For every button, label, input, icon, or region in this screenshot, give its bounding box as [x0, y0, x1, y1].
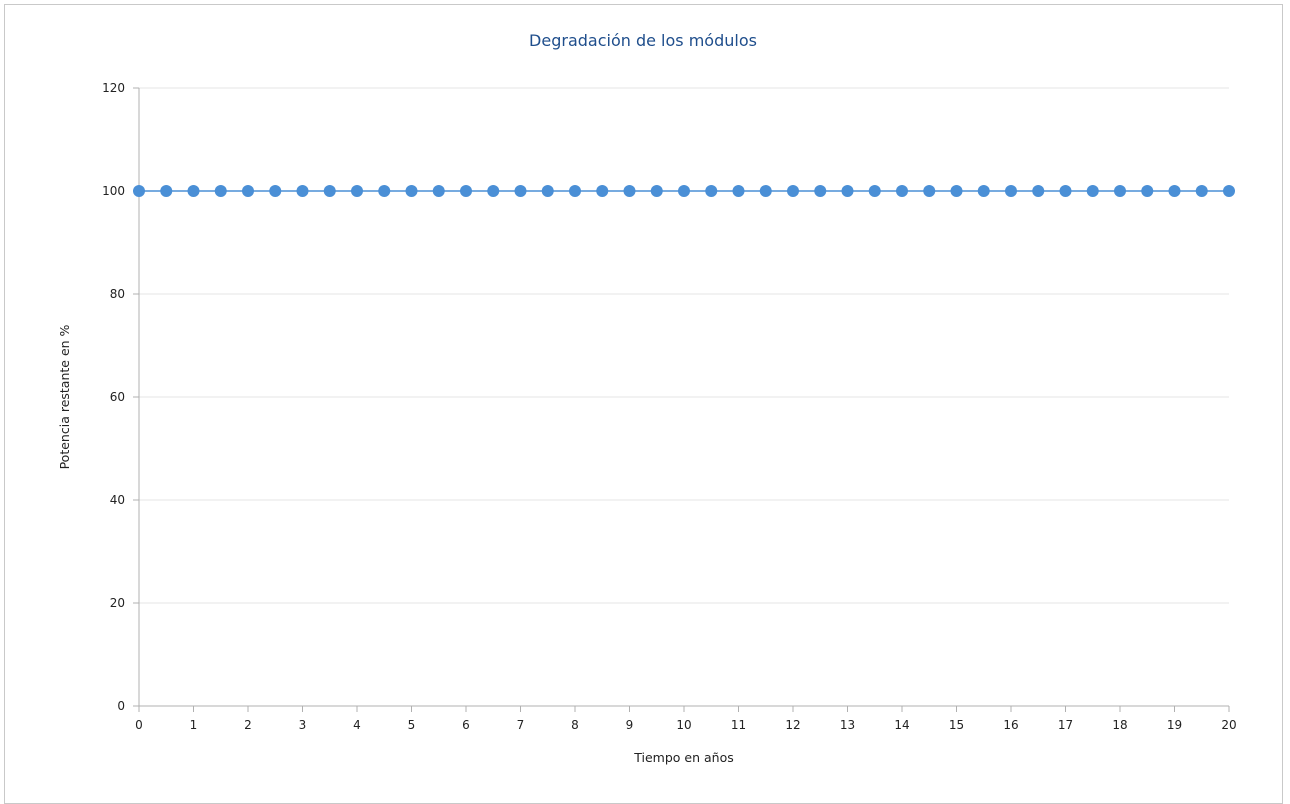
x-tick-label: 0	[135, 718, 143, 732]
data-point	[432, 185, 445, 197]
data-point	[514, 185, 527, 197]
data-point	[541, 185, 554, 197]
data-point	[814, 185, 827, 197]
x-tick-label: 18	[1112, 718, 1127, 732]
x-tick-label: 17	[1058, 718, 1073, 732]
data-point	[1032, 185, 1045, 197]
data-point	[460, 185, 472, 197]
x-tick-label: 3	[299, 718, 307, 732]
x-tick-label: 14	[894, 718, 909, 732]
x-tick-label: 4	[353, 718, 361, 732]
y-tick-label: 40	[110, 493, 125, 507]
data-point	[214, 185, 227, 197]
data-point	[351, 185, 363, 197]
y-tick-label: 80	[110, 287, 125, 301]
data-point	[487, 185, 500, 197]
data-point	[323, 185, 336, 197]
x-tick-label: 6	[462, 718, 470, 732]
data-point	[732, 185, 745, 197]
axes	[133, 87, 1230, 712]
data-point	[950, 185, 963, 197]
x-tick-label: 2	[244, 718, 252, 732]
data-point	[1086, 185, 1099, 197]
data-point	[269, 185, 282, 197]
x-tick-label: 12	[785, 718, 800, 732]
data-point	[596, 185, 609, 197]
data-point	[405, 185, 418, 197]
x-tick-label: 10	[676, 718, 691, 732]
data-point	[896, 185, 908, 197]
data-point	[569, 185, 581, 197]
data-point	[1114, 185, 1126, 197]
data-point	[1005, 185, 1017, 197]
data-point	[868, 185, 881, 197]
data-point	[759, 185, 772, 197]
y-tick-label: 100	[102, 184, 125, 198]
data-point	[1195, 185, 1208, 197]
x-tick-label: 5	[408, 718, 416, 732]
y-tick-label: 120	[102, 81, 125, 95]
data-point	[650, 185, 663, 197]
x-tick-label: 15	[949, 718, 964, 732]
data-point	[1223, 185, 1235, 197]
y-tick-label: 0	[117, 699, 125, 713]
x-tick-label: 9	[626, 718, 634, 732]
x-axis-label: Tiempo en años	[633, 750, 733, 765]
data-point	[623, 185, 636, 197]
data-point	[296, 185, 309, 197]
y-tick-label: 60	[110, 390, 125, 404]
data-point	[1168, 185, 1181, 197]
x-tick-label: 19	[1167, 718, 1182, 732]
y-axis-label: Potencia restante en %	[57, 324, 72, 469]
x-tick-label: 1	[190, 718, 198, 732]
x-tick-label: 7	[517, 718, 525, 732]
data-point	[923, 185, 936, 197]
chart-frame	[4, 4, 1283, 804]
data-series	[133, 185, 1235, 197]
data-point	[705, 185, 718, 197]
data-point	[187, 185, 200, 197]
data-point	[378, 185, 391, 197]
x-tick-label: 8	[571, 718, 579, 732]
x-tick-label: 16	[1003, 718, 1018, 732]
chart-title: Degradación de los módulos	[529, 31, 757, 50]
data-point	[787, 185, 799, 197]
grid-lines	[139, 87, 1229, 604]
data-point	[977, 185, 990, 197]
data-point	[242, 185, 254, 197]
data-point	[1141, 185, 1154, 197]
x-tick-label: 20	[1221, 718, 1236, 732]
data-point	[133, 185, 145, 197]
data-point	[160, 185, 173, 197]
x-tick-label: 13	[840, 718, 855, 732]
x-tick-label: 11	[731, 718, 746, 732]
data-point	[841, 185, 854, 197]
data-point	[1059, 185, 1072, 197]
data-point	[678, 185, 690, 197]
y-tick-label: 20	[110, 596, 125, 610]
